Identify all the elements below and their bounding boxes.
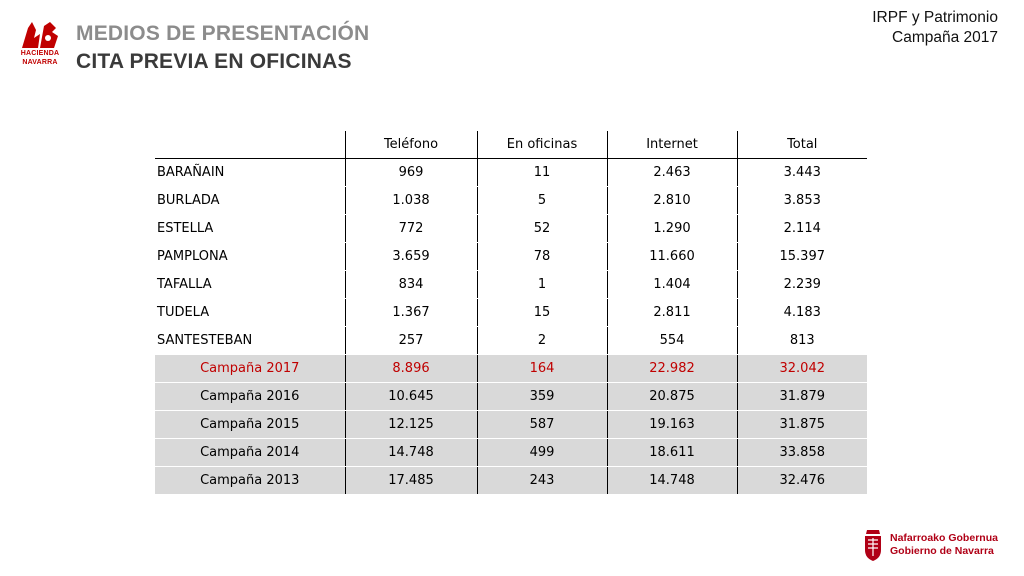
cell: 554 [606,326,737,355]
cell: 5 [476,186,607,215]
cell: 969 [344,158,477,187]
page-subtitle: CITA PREVIA EN OFICINAS [76,50,352,73]
cell: 2.463 [606,158,737,187]
cell: 31.879 [736,382,867,411]
cell: 359 [476,382,607,411]
column-header-total: Total [736,131,867,159]
cell: 11.660 [606,242,737,271]
row-label: ESTELLA [155,214,345,243]
cell: 18.611 [606,438,737,467]
cell: 499 [476,438,607,467]
row-label: Campaña 2016 [155,382,345,411]
cell: 3.659 [344,242,477,271]
row-label: Campaña 2015 [155,410,345,439]
cell: 243 [476,466,607,495]
cell: 3.853 [736,186,867,215]
row-label: TUDELA [155,298,345,327]
cell: 3.443 [736,158,867,187]
cell: 164 [476,354,607,383]
cell: 78 [476,242,607,271]
footer-line1: Nafarroako Gobernua [890,532,998,544]
row-label: SANTESTEBAN [155,326,345,355]
cell: 4.183 [736,298,867,327]
row-label: BARAÑAIN [155,158,345,187]
cell: 257 [344,326,477,355]
table-row: BURLADA 1.038 5 2.810 3.853 [155,186,867,215]
cell: 1.038 [344,186,477,215]
appointments-table: Teléfono En oficinas Internet Total BARA… [155,131,867,495]
cell: 2.811 [606,298,737,327]
campaign-row: Campaña 2013 17.485 243 14.748 32.476 [155,466,867,495]
table-row: PAMPLONA 3.659 78 11.660 15.397 [155,242,867,271]
table-row: ESTELLA 772 52 1.290 2.114 [155,214,867,243]
table-row: SANTESTEBAN 257 2 554 813 [155,326,867,355]
cell: 2.114 [736,214,867,243]
column-header-internet: Internet [606,131,737,159]
footer-line2: Gobierno de Navarra [890,545,994,557]
cell: 1.367 [344,298,477,327]
cell: 12.125 [344,410,477,439]
cell: 8.896 [344,354,477,383]
campaign-row: Campaña 2015 12.125 587 19.163 31.875 [155,410,867,439]
row-label: Campaña 2013 [155,466,345,495]
cell: 10.645 [344,382,477,411]
logo-text-line1: HACIENDA [20,50,60,57]
campaign-label-line2: Campaña 2017 [892,29,998,46]
column-header-en-oficinas: En oficinas [476,131,607,159]
cell: 32.476 [736,466,867,495]
page-title: MEDIOS DE PRESENTACIÓN [76,22,370,45]
cell: 1 [476,270,607,299]
cell: 33.858 [736,438,867,467]
cell: 14.748 [344,438,477,467]
row-label: PAMPLONA [155,242,345,271]
campaign-row: Campaña 2016 10.645 359 20.875 31.879 [155,382,867,411]
cell: 15 [476,298,607,327]
cell: 31.875 [736,410,867,439]
hacienda-logo-icon [22,22,58,48]
campaign-row: Campaña 2014 14.748 499 18.611 33.858 [155,438,867,467]
cell: 22.982 [606,354,737,383]
gobierno-de-navarra-label: Nafarroako Gobernua Gobierno de Navarra [890,532,998,558]
column-header-telefono: Teléfono [344,131,477,159]
cell: 772 [344,214,477,243]
cell: 11 [476,158,607,187]
row-label: TAFALLA [155,270,345,299]
cell: 17.485 [344,466,477,495]
cell: 2.810 [606,186,737,215]
hacienda-navarra-logo: HACIENDA NAVARRA [16,18,64,70]
row-label: Campaña 2017 [155,354,345,383]
cell: 1.404 [606,270,737,299]
navarra-coat-of-arms-icon [862,528,884,562]
cell: 15.397 [736,242,867,271]
cell: 19.163 [606,410,737,439]
campaign-row-current: Campaña 2017 8.896 164 22.982 32.042 [155,354,867,383]
cell: 587 [476,410,607,439]
cell: 1.290 [606,214,737,243]
cell: 20.875 [606,382,737,411]
cell: 52 [476,214,607,243]
cell: 834 [344,270,477,299]
cell: 32.042 [736,354,867,383]
table-row: BARAÑAIN 969 11 2.463 3.443 [155,158,867,187]
logo-text-line2: NAVARRA [22,59,58,66]
cell: 2 [476,326,607,355]
cell: 813 [736,326,867,355]
row-label: Campaña 2014 [155,438,345,467]
row-label: BURLADA [155,186,345,215]
cell: 2.239 [736,270,867,299]
table-row: TAFALLA 834 1 1.404 2.239 [155,270,867,299]
cell: 14.748 [606,466,737,495]
campaign-label: IRPF y Patrimonio Campaña 2017 [872,8,998,48]
table-header-row: Teléfono En oficinas Internet Total [155,131,867,159]
table-row: TUDELA 1.367 15 2.811 4.183 [155,298,867,327]
campaign-label-line1: IRPF y Patrimonio [872,9,998,26]
column-header [155,131,345,159]
